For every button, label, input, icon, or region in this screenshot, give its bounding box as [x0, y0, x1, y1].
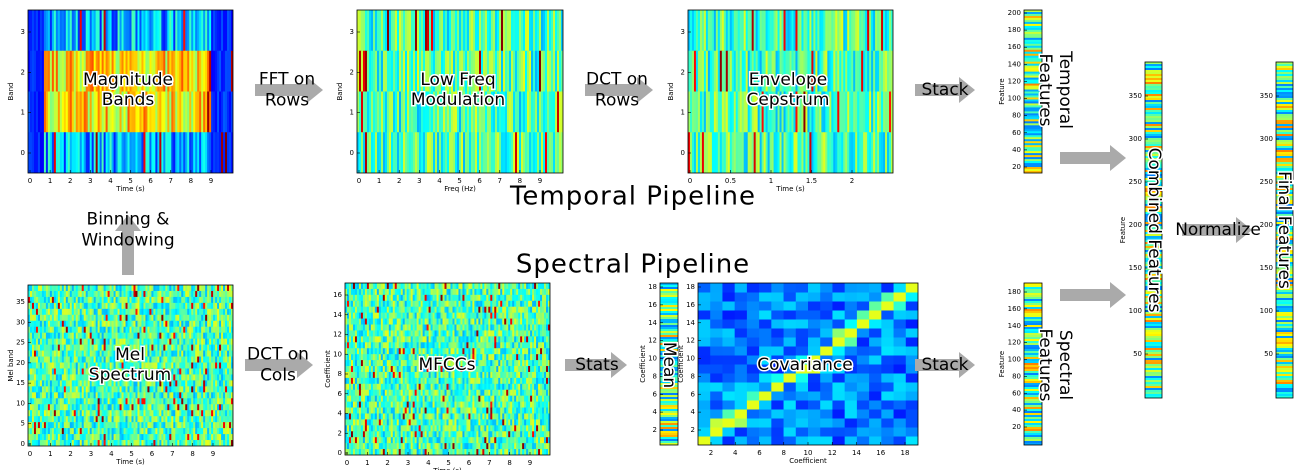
x-tick-label: 9 — [209, 177, 213, 185]
panel-label: Cepstrum — [747, 90, 830, 110]
y-tick-label: 3 — [21, 28, 25, 36]
y-tick-label: 3 — [350, 28, 354, 36]
x-tick-label: 3 — [417, 177, 421, 185]
x-tick-label: 5 — [128, 177, 132, 185]
y-tick-label: 2 — [681, 68, 685, 76]
y-tick-label: 100 — [1008, 95, 1021, 103]
x-tick-label: 6 — [148, 177, 153, 185]
x-tick-label: 4 — [108, 177, 113, 185]
x-tick-label: 2 — [68, 450, 72, 458]
y-tick-label: 0 — [21, 149, 25, 157]
panel-label: Bands — [102, 90, 155, 110]
y-tick-label: 5 — [21, 420, 25, 428]
y-tick-label: 160 — [1008, 43, 1021, 51]
panel: 0 1 2 3 0 1 2 3 4 5 6 7 8 9 Freq (Hz) Band Low FreqModul… — [336, 10, 564, 193]
y-tick-label: 25 — [16, 339, 25, 347]
x-tick-label: 8 — [190, 450, 194, 458]
y-tick-label: 200 — [1008, 9, 1021, 17]
y-axis-label: Feature — [998, 78, 1006, 104]
y-tick-label: 120 — [1008, 77, 1021, 85]
y-axis-label: Band — [667, 83, 675, 101]
y-tick-label: 30 — [16, 318, 25, 326]
x-tick-label: 1 — [377, 177, 381, 185]
panel-label: Features — [1035, 53, 1055, 126]
y-axis-label: Band — [336, 83, 344, 101]
x-tick-label: 9 — [211, 450, 215, 458]
x-tick-label: 0 — [28, 450, 32, 458]
y-tick-label: 3 — [681, 28, 685, 36]
y-axis-label: Mel band — [7, 349, 15, 381]
x-tick-label: 7 — [498, 177, 502, 185]
panel: 0 1 2 3 0 1 2 3 4 5 6 7 8 9 Time (s) Band MagnitudeBands — [7, 10, 234, 193]
y-tick-label: 20 — [16, 359, 25, 367]
y-tick-label: 1 — [350, 109, 354, 117]
y-axis-label: Band — [7, 83, 15, 101]
panel: 0 1 2 3 0 0.5 1 1.5 2 Time (s) Band EnvelopeCepstru… — [667, 10, 894, 193]
panel-label: Magnitude — [83, 70, 173, 90]
section-title: Spectral Pipeline — [516, 250, 750, 280]
panel: 20 40 60 80 100 120 140 160 180 200 Feature Tempora… — [998, 9, 1075, 174]
y-tick-label: 180 — [1008, 26, 1021, 34]
panel-label: Envelope — [749, 70, 827, 90]
x-tick-label: 1 — [769, 177, 773, 185]
x-tick-label: 2 — [68, 177, 72, 185]
x-tick-label: 2 — [397, 177, 401, 185]
y-tick-label: 20 — [1012, 163, 1021, 171]
y-tick-label: 2 — [350, 68, 354, 76]
x-tick-label: 2 — [850, 177, 854, 185]
x-axis-label: Time (s) — [115, 458, 145, 466]
x-tick-label: 0 — [688, 177, 692, 185]
y-tick-label: 15 — [16, 379, 25, 387]
x-tick-label: 5 — [457, 177, 461, 185]
x-axis-label: Time (s) — [115, 185, 145, 193]
y-tick-label: 1 — [21, 109, 25, 117]
x-tick-label: 9 — [538, 177, 542, 185]
y-tick-label: 40 — [1012, 146, 1021, 154]
x-tick-label: 4 — [437, 177, 442, 185]
y-tick-label: 0 — [350, 149, 354, 157]
y-tick-label: 1 — [681, 109, 685, 117]
x-tick-label: 7 — [169, 177, 173, 185]
panel: 02468101214160123456789Time (s)Coefficie… — [324, 283, 551, 470]
x-axis-label: Freq (Hz) — [444, 185, 476, 193]
x-tick-label: 0 — [357, 177, 361, 185]
x-tick-label: 3 — [88, 177, 92, 185]
y-tick-label: 0 — [681, 149, 685, 157]
y-tick-label: 2 — [21, 68, 25, 76]
panel: 0 5 10 15 20 25 30 35 0 1 2 3 4 5 6 7 8 9 Time (s) Mel band… — [7, 285, 234, 466]
x-tick-label: 5 — [129, 450, 133, 458]
y-tick-label: 0 — [21, 440, 25, 448]
x-tick-label: 1.5 — [806, 177, 817, 185]
y-tick-label: 35 — [16, 298, 25, 306]
x-tick-label: 6 — [150, 450, 155, 458]
panel-label: Spectrum — [89, 365, 171, 385]
x-tick-label: 4 — [109, 450, 114, 458]
x-tick-label: 3 — [89, 450, 93, 458]
panel-label: Mel — [115, 345, 145, 365]
x-tick-label: 6 — [477, 177, 482, 185]
x-tick-label: 0 — [28, 177, 32, 185]
x-tick-label: 1 — [48, 450, 52, 458]
x-axis-label: Time (s) — [775, 185, 805, 193]
x-tick-label: 8 — [189, 177, 193, 185]
panel-label: Low Freq — [420, 70, 495, 90]
y-tick-label: 60 — [1012, 129, 1021, 137]
x-tick-label: 0.5 — [725, 177, 736, 185]
y-tick-label: 10 — [16, 399, 25, 407]
panel-label: Temporal — [1055, 50, 1075, 129]
y-tick-label: 140 — [1008, 60, 1021, 68]
panel-label: Modulation — [411, 90, 505, 110]
x-tick-label: 8 — [518, 177, 522, 185]
x-tick-label: 7 — [170, 450, 174, 458]
y-tick-label: 80 — [1012, 112, 1021, 120]
section-title: Temporal Pipeline — [509, 182, 756, 212]
x-tick-label: 1 — [48, 177, 52, 185]
